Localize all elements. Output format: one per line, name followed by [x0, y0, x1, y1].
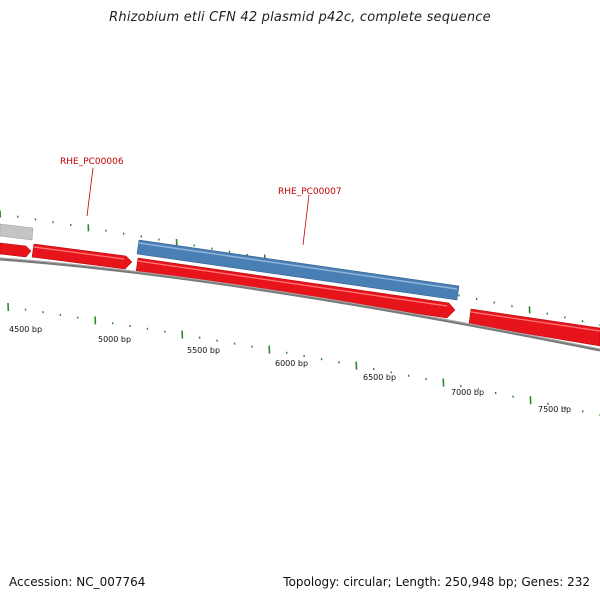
label-leader-line	[302, 194, 310, 246]
gene-highlight	[138, 242, 458, 290]
position-label: 4500 bp	[9, 325, 42, 334]
gene-highlight	[137, 260, 448, 307]
summary-text: Topology: circular; Length: 250,948 bp; …	[283, 575, 590, 589]
gene-red-7000[interactable]	[135, 257, 456, 319]
position-label: 7500 bp	[538, 405, 571, 414]
inner-tick-track	[7, 302, 600, 417]
gene-partial-red-1[interactable]	[0, 242, 32, 258]
gene-highlight	[470, 311, 600, 332]
gene-partial-grey[interactable]	[0, 223, 34, 241]
map-title: Rhizobium etli CFN 42 plasmid p42c, comp…	[109, 10, 491, 25]
gene-label-group: RHE_PC00006 RHE_PC00007	[60, 157, 342, 246]
position-label: 5500 bp	[187, 346, 220, 355]
position-label: 7000 bp	[451, 388, 484, 397]
gene-label-rhe-pc00006[interactable]: RHE_PC00006	[60, 157, 124, 167]
gene-red-right[interactable]	[468, 308, 600, 347]
position-label: 5000 bp	[98, 335, 131, 344]
label-leader-line	[86, 167, 94, 217]
plasmid-backbone	[0, 257, 600, 352]
position-label: 6000 bp	[275, 359, 308, 368]
position-labels: 4500 bp 5000 bp 5500 bp 6000 bp 6500 bp …	[9, 325, 571, 414]
gene-highlight	[33, 246, 125, 260]
position-label: 6500 bp	[363, 373, 396, 382]
gene-label-rhe-pc00007[interactable]: RHE_PC00007	[278, 187, 342, 197]
gene-track	[0, 223, 600, 347]
accession-text: Accession: NC_007764	[9, 575, 146, 589]
backbone-highlight	[0, 257, 600, 350]
